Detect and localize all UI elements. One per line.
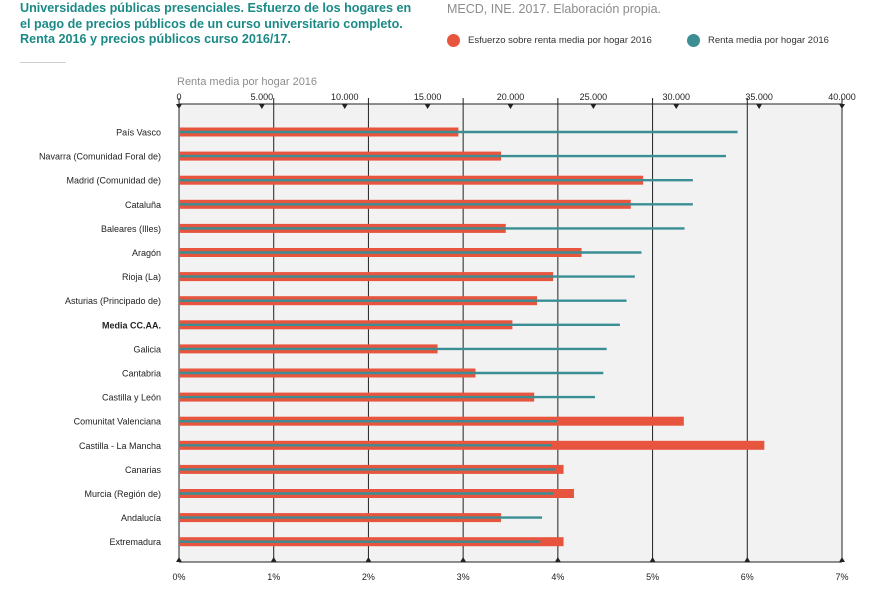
category-label: Extremadura — [109, 537, 161, 547]
bottom-tick-label: 5% — [646, 572, 659, 582]
bottom-tick-mark — [649, 557, 656, 562]
bottom-axis: 0% 1% 2% 3% 4% 5% 6% 7% — [172, 557, 849, 582]
bottom-tick-label: 0% — [172, 572, 185, 582]
top-tick-mark — [590, 104, 597, 109]
top-tick-mark — [176, 104, 182, 109]
title-underline — [20, 62, 66, 63]
bottom-tick-label: 6% — [741, 572, 754, 582]
category-label: Cantabria — [122, 369, 161, 379]
top-tick-label: 0 — [176, 92, 181, 102]
top-tick-label: 10.000 — [331, 92, 359, 102]
category-label: Rioja (La) — [122, 272, 161, 282]
top-tick-mark — [839, 104, 845, 109]
effort-legend-label: Esfuerzo sobre renta media por hogar 201… — [468, 35, 652, 46]
top-tick-mark — [424, 104, 431, 109]
bottom-tick-mark — [176, 557, 182, 562]
bottom-tick-label: 7% — [835, 572, 848, 582]
source-note: MECD, INE. 2017. Elaboración propia. — [447, 2, 661, 16]
income-legend-swatch — [687, 34, 700, 47]
bottom-tick-mark — [839, 557, 845, 562]
category-label: Murcia (Región de) — [84, 489, 161, 499]
top-axis-label: Renta media por hogar 2016 — [177, 76, 317, 88]
bottom-tick-label: 2% — [362, 572, 375, 582]
legend-item-effort: Esfuerzo sobre renta media por hogar 201… — [447, 34, 652, 47]
category-label: Castilla y León — [102, 393, 161, 403]
top-tick-mark — [507, 104, 514, 109]
effort-legend-swatch — [447, 34, 460, 47]
category-label: Navarra (Comunidad Foral de) — [39, 152, 161, 162]
category-label: Galicia — [133, 344, 161, 354]
top-tick-label: 20.000 — [497, 92, 525, 102]
top-tick-label: 30.000 — [662, 92, 690, 102]
category-label: Asturias (Principado de) — [65, 296, 161, 306]
chart-title: Universidades públicas presenciales. Esf… — [20, 1, 412, 46]
bottom-tick-mark — [270, 557, 277, 562]
category-label: País Vasco — [116, 128, 161, 138]
top-tick-label: 25.000 — [580, 92, 608, 102]
top-tick-label: 5.000 — [251, 92, 274, 102]
bottom-tick-mark — [365, 557, 372, 562]
bottom-tick-label: 3% — [457, 572, 470, 582]
bars-layer — [179, 127, 765, 547]
bottom-tick-mark — [744, 557, 751, 562]
income-legend-label: Renta media por hogar 2016 — [708, 35, 829, 46]
category-label: Baleares (Illes) — [101, 224, 161, 234]
category-labels: País Vasco Navarra (Comunidad Foral de) Ma… — [39, 128, 162, 548]
category-label: Castilla - La Mancha — [79, 441, 161, 451]
top-tick-mark — [756, 104, 763, 109]
gridlines — [178, 98, 843, 562]
category-label: Andalucía — [121, 513, 161, 523]
top-tick-label: 15.000 — [414, 92, 442, 102]
bottom-tick-label: 4% — [551, 572, 564, 582]
category-label: Cataluña — [125, 200, 161, 210]
top-tick-mark — [341, 104, 348, 109]
category-label: Media CC.AA. — [102, 320, 161, 330]
bottom-tick-label: 1% — [267, 572, 280, 582]
bottom-tick-mark — [460, 557, 467, 562]
category-label: Aragón — [132, 248, 161, 258]
top-axis: 0 5.000 10.000 15.000 20.000 25.000 30.000 35.0… — [176, 92, 856, 109]
category-label: Madrid (Comunidad de) — [66, 176, 161, 186]
top-tick-mark — [673, 104, 680, 109]
legend-item-income: Renta media por hogar 2016 — [687, 34, 829, 47]
top-tick-mark — [258, 104, 265, 109]
top-tick-label: 40.000 — [828, 92, 856, 102]
category-label: Canarias — [125, 465, 162, 475]
top-tick-label: 35.000 — [745, 92, 773, 102]
bottom-tick-mark — [554, 557, 561, 562]
category-label: Comunitat Valenciana — [74, 417, 161, 427]
